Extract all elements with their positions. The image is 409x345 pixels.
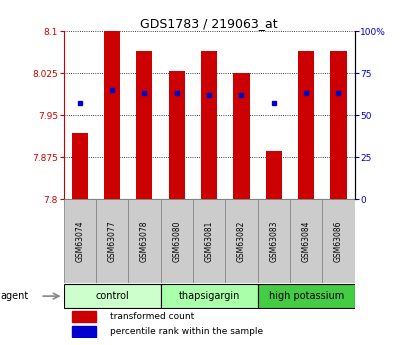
Bar (160, 284, 257, 308)
Text: GSM63083: GSM63083 (269, 220, 278, 262)
Bar (321, 199, 354, 283)
Text: GSM63086: GSM63086 (333, 220, 342, 262)
Text: percentile rank within the sample: percentile rank within the sample (110, 327, 263, 336)
Bar (160, 199, 193, 283)
Text: GSM63084: GSM63084 (301, 220, 310, 262)
Bar (225, 199, 257, 283)
Bar (104, 31, 120, 199)
Text: GSM63080: GSM63080 (172, 220, 181, 262)
Bar (265, 151, 281, 199)
Bar (193, 199, 225, 283)
Text: control: control (95, 291, 128, 301)
Bar (200, 51, 217, 199)
Text: GSM63074: GSM63074 (75, 220, 84, 262)
Bar (233, 73, 249, 199)
Bar (289, 199, 321, 283)
Bar (136, 51, 152, 199)
Text: high potassium: high potassium (268, 291, 343, 301)
Bar (96, 199, 128, 283)
Bar (128, 199, 160, 283)
Text: agent: agent (0, 291, 29, 301)
Bar (168, 71, 184, 199)
Bar (72, 311, 95, 322)
Text: thapsigargin: thapsigargin (178, 291, 239, 301)
Text: transformed count: transformed count (110, 312, 194, 321)
Bar (63, 199, 96, 283)
Text: GSM63077: GSM63077 (107, 220, 116, 262)
Text: GSM63082: GSM63082 (236, 220, 245, 262)
Text: GSM63081: GSM63081 (204, 220, 213, 262)
Bar (72, 133, 88, 199)
Bar (257, 199, 289, 283)
Bar (330, 51, 346, 199)
Title: GDS1783 / 219063_at: GDS1783 / 219063_at (140, 17, 277, 30)
Bar (63, 284, 160, 308)
Text: GSM63078: GSM63078 (139, 220, 148, 262)
Bar (72, 326, 95, 337)
Bar (297, 51, 313, 199)
Bar (257, 284, 354, 308)
